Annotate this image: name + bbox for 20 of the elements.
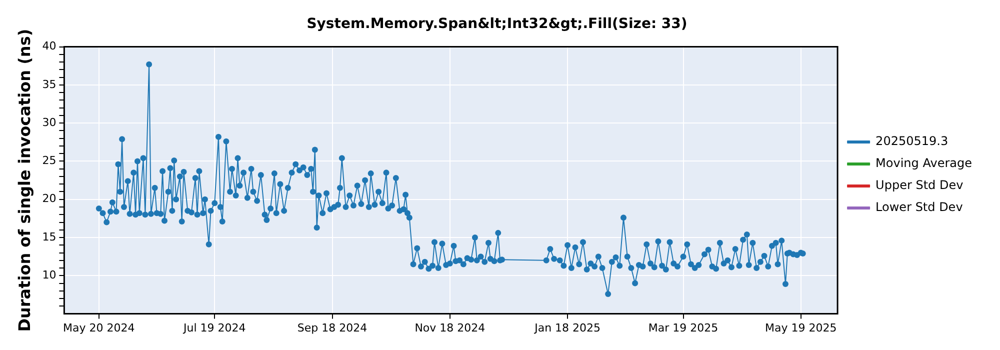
y-tick-label: 30 xyxy=(42,116,56,129)
y-tick-label: 20 xyxy=(42,192,56,206)
y-tick-label: 25 xyxy=(42,154,56,168)
y-tick-label: 15 xyxy=(42,230,56,244)
x-tick-label: May 20 2024 xyxy=(63,321,135,334)
y-tick-label: 40 xyxy=(42,40,56,53)
chart-title: System.Memory.Span&lt;Int32&gt;.Fill(Size: 33) xyxy=(306,16,688,32)
y-tick-label: 10 xyxy=(42,268,56,282)
x-tick-label: Nov 18 2024 xyxy=(414,321,486,334)
legend-label: Lower Std Dev xyxy=(876,200,963,214)
legend-label: 20250519.3 xyxy=(876,134,948,148)
x-tick-label: Mar 19 2025 xyxy=(648,321,718,334)
x-tick-label: May 19 2025 xyxy=(765,321,837,334)
y-tick-label: 35 xyxy=(42,78,56,91)
y-axis-title: Duration of single invocation (ns) xyxy=(14,28,34,332)
legend-label: Moving Average xyxy=(876,156,972,170)
x-tick-label: Jul 19 2024 xyxy=(182,321,246,334)
x-tick-label: Jan 18 2025 xyxy=(534,321,601,334)
legend-label: Upper Std Dev xyxy=(876,178,964,192)
x-tick-label: Sep 18 2024 xyxy=(297,321,368,334)
